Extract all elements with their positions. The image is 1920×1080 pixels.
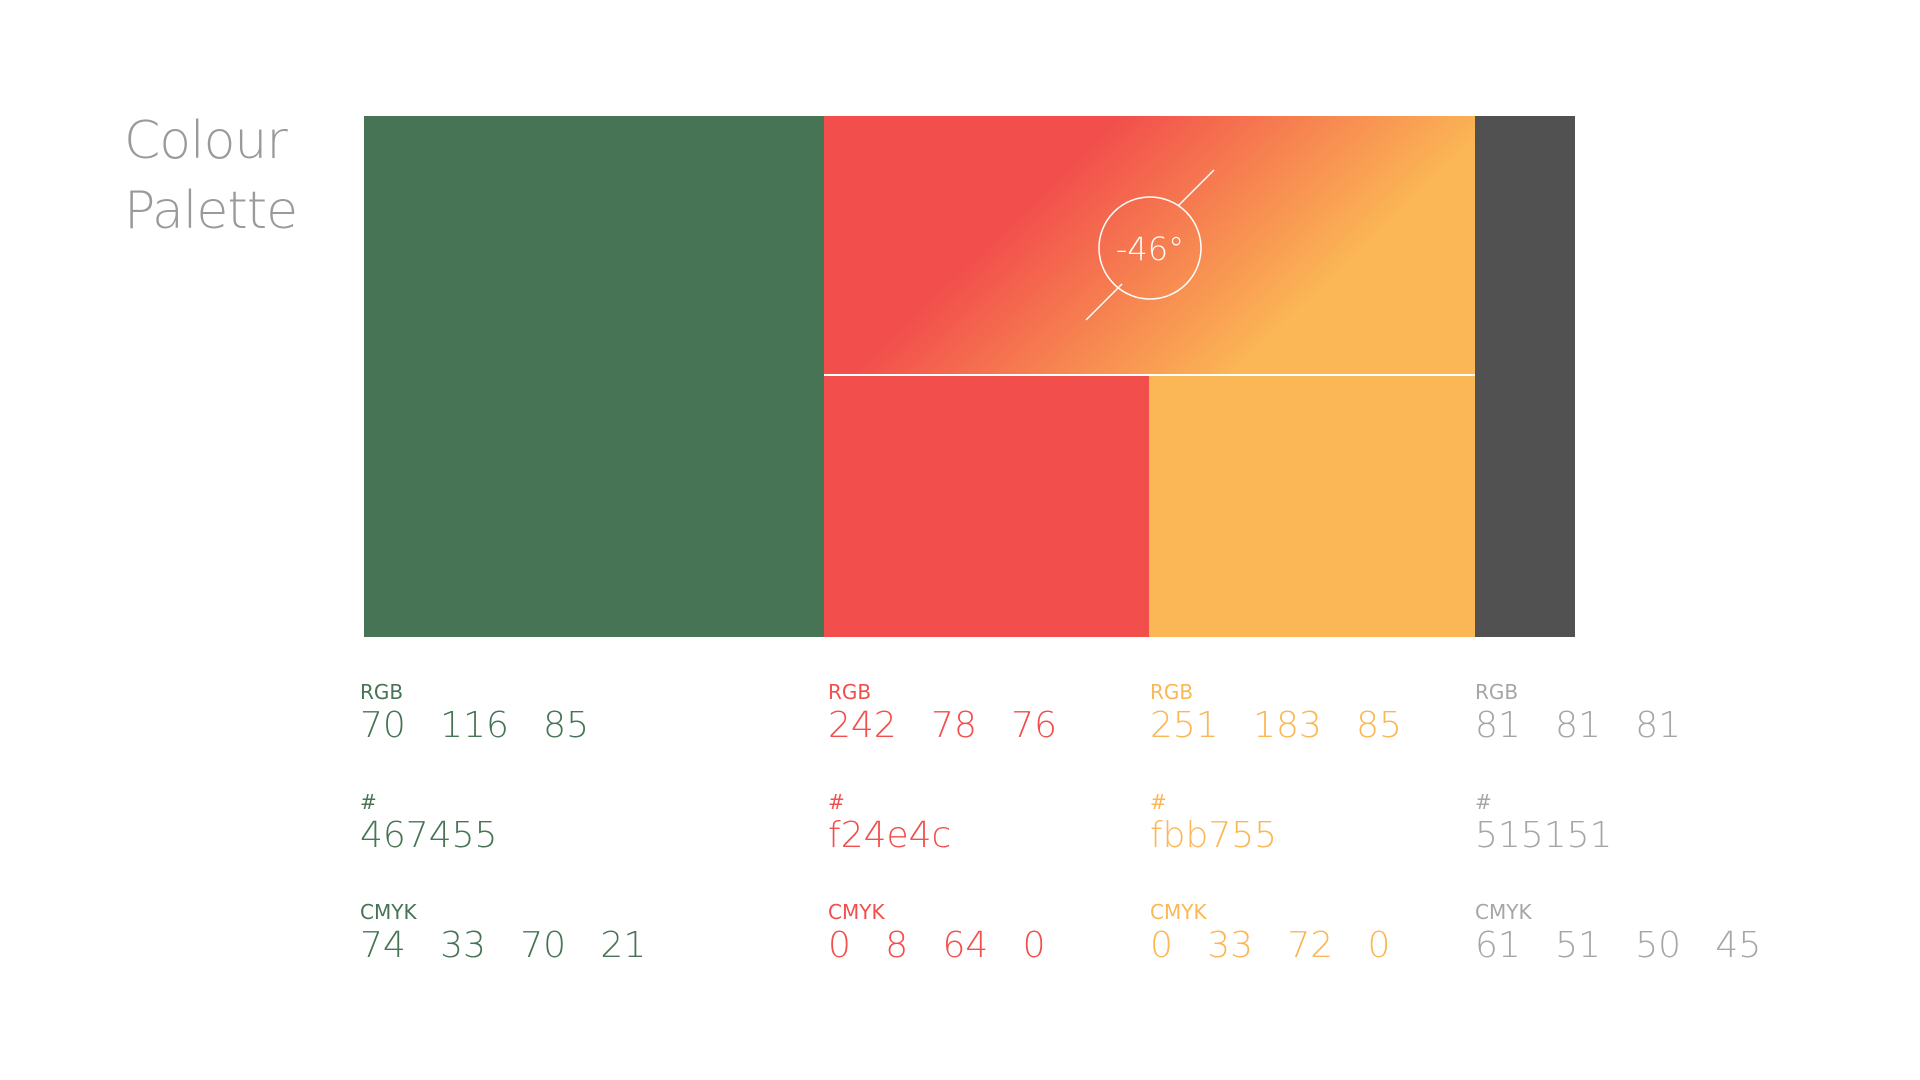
hex-value: 467455 bbox=[360, 815, 498, 856]
hex-value: 515151 bbox=[1475, 815, 1613, 856]
page-title-line-2: Palette bbox=[124, 181, 298, 241]
rgb-value: 242 78 76 bbox=[828, 705, 1057, 746]
swatch-red bbox=[824, 376, 1149, 637]
hex-label: # bbox=[1475, 790, 1492, 814]
cmyk-label: CMYK bbox=[828, 900, 885, 924]
swatch-green bbox=[364, 116, 824, 637]
gradient-angle-label: -46° bbox=[1116, 230, 1184, 268]
color-info-green: RGB 70 116 85 # 467455 CMYK 74 33 70 21 bbox=[360, 680, 660, 968]
angle-line-upper bbox=[1177, 169, 1215, 207]
color-info-orange: RGB 251 183 85 # fbb755 CMYK 0 33 72 0 bbox=[1150, 680, 1450, 968]
rgb-label: RGB bbox=[1150, 680, 1194, 704]
page-title: Colour Palette bbox=[124, 106, 298, 246]
cmyk-value: 0 33 72 0 bbox=[1150, 925, 1391, 966]
swatch-divider bbox=[824, 374, 1475, 376]
rgb-label: RGB bbox=[360, 680, 404, 704]
rgb-label: RGB bbox=[828, 680, 872, 704]
gradient-angle-indicator: -46° bbox=[1085, 169, 1215, 321]
hex-value: f24e4c bbox=[828, 815, 952, 856]
hex-value: fbb755 bbox=[1150, 815, 1278, 856]
cmyk-value: 74 33 70 21 bbox=[360, 925, 647, 966]
cmyk-value: 0 8 64 0 bbox=[828, 925, 1046, 966]
swatch-gray bbox=[1475, 116, 1575, 637]
color-info-gray: RGB 81 81 81 # 515151 CMYK 61 51 50 45 bbox=[1475, 680, 1775, 968]
rgb-label: RGB bbox=[1475, 680, 1519, 704]
page-title-line-1: Colour bbox=[124, 111, 288, 171]
rgb-value: 81 81 81 bbox=[1475, 705, 1682, 746]
rgb-value: 70 116 85 bbox=[360, 705, 589, 746]
cmyk-label: CMYK bbox=[1475, 900, 1532, 924]
cmyk-label: CMYK bbox=[1150, 900, 1207, 924]
hex-label: # bbox=[1150, 790, 1167, 814]
cmyk-value: 61 51 50 45 bbox=[1475, 925, 1762, 966]
rgb-value: 251 183 85 bbox=[1150, 705, 1402, 746]
color-info-red: RGB 242 78 76 # f24e4c CMYK 0 8 64 0 bbox=[828, 680, 1128, 968]
cmyk-label: CMYK bbox=[360, 900, 417, 924]
angle-circle bbox=[1098, 196, 1202, 300]
swatch-gradient bbox=[824, 116, 1475, 374]
angle-line-lower bbox=[1085, 283, 1123, 321]
hex-label: # bbox=[360, 790, 377, 814]
swatch-orange bbox=[1149, 376, 1475, 637]
hex-label: # bbox=[828, 790, 845, 814]
